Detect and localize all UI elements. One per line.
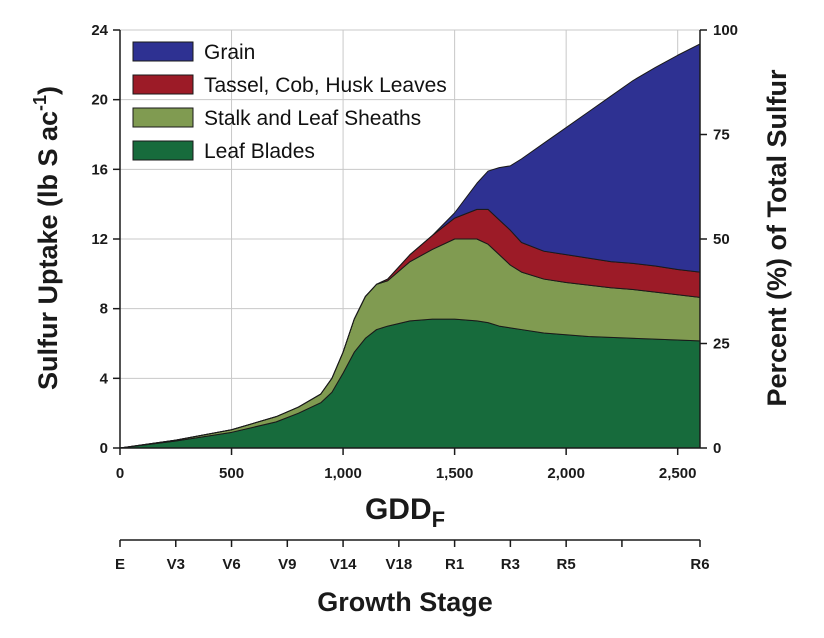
growth-stage-label: R5: [557, 556, 576, 573]
x-axis-title: GDDF: [365, 493, 445, 532]
growth-stage-label: V3: [167, 556, 185, 573]
growth-stage-label: R6: [690, 556, 709, 573]
y-right-tick-label: 0: [713, 440, 721, 457]
growth-stage-label: V6: [222, 556, 240, 573]
legend-swatch-leaf-blades: [132, 140, 194, 161]
growth-stage-axis: E V3 V6 V9 V14 V18 R1 R3 R5 R6: [115, 539, 710, 573]
y-left-tick-label: 20: [91, 92, 108, 109]
growth-stage-title: Growth Stage: [317, 587, 493, 617]
y-axis-left-title-sup: -1: [30, 95, 50, 111]
legend-swatch-grain: [132, 41, 194, 62]
x-tick-label: 500: [219, 465, 244, 482]
y-left-tick-label: 8: [100, 301, 108, 318]
growth-stage-label: E: [115, 556, 125, 573]
y-left-tick-label: 16: [91, 161, 108, 178]
legend-label: Grain: [204, 41, 255, 64]
y-right-tick-label: 25: [713, 336, 730, 353]
legend-label: Stalk and Leaf Sheaths: [204, 107, 421, 130]
legend: Grain Tassel, Cob, Husk Leaves Stalk and L…: [132, 41, 447, 163]
y-right-tick-label: 50: [713, 231, 730, 248]
growth-stage-label: R3: [501, 556, 520, 573]
y-left-tick-label: 4: [100, 370, 109, 387]
legend-swatch-tassel-cob-husk-leaves: [132, 74, 194, 95]
x-tick-label: 2,500: [659, 465, 697, 482]
y-axis-left-title-main: Sulfur Uptake (lb S ac: [33, 111, 63, 390]
x-axis-title-main: GDD: [365, 493, 432, 526]
y-axis-left-title: Sulfur Uptake (lb S ac-1): [30, 86, 63, 390]
area-leaf-blades: [119, 318, 701, 449]
legend-swatch-stalk-and-leaf-sheaths: [132, 107, 194, 128]
x-tick-label: 1,000: [324, 465, 362, 482]
legend-label: Tassel, Cob, Husk Leaves: [204, 74, 447, 97]
y-axis-left-title-close: ): [33, 86, 63, 95]
y-left-tick-label: 12: [91, 231, 108, 248]
tick-labels: 0 500 1,000 1,500 2,000 2,500 0 4 8 12 16 20 24 0 25 50…: [91, 22, 738, 482]
y-axis-right-title: Percent (%) of Total Sulfur: [762, 69, 792, 407]
y-left-tick-label: 0: [100, 440, 108, 457]
x-tick-label: 1,500: [436, 465, 474, 482]
growth-stage-label: R1: [445, 556, 464, 573]
growth-stage-label: V18: [385, 556, 412, 573]
growth-stage-label: V9: [278, 556, 296, 573]
stacked-areas: [119, 43, 701, 449]
x-tick-label: 2,000: [547, 465, 585, 482]
y-left-tick-label: 24: [91, 22, 108, 39]
y-right-tick-label: 75: [713, 127, 730, 144]
growth-stage-label: V14: [330, 556, 357, 573]
y-right-tick-label: 100: [713, 22, 738, 39]
legend-label: Leaf Blades: [204, 140, 315, 163]
x-tick-label: 0: [116, 465, 124, 482]
x-axis-title-sub: F: [432, 507, 445, 532]
